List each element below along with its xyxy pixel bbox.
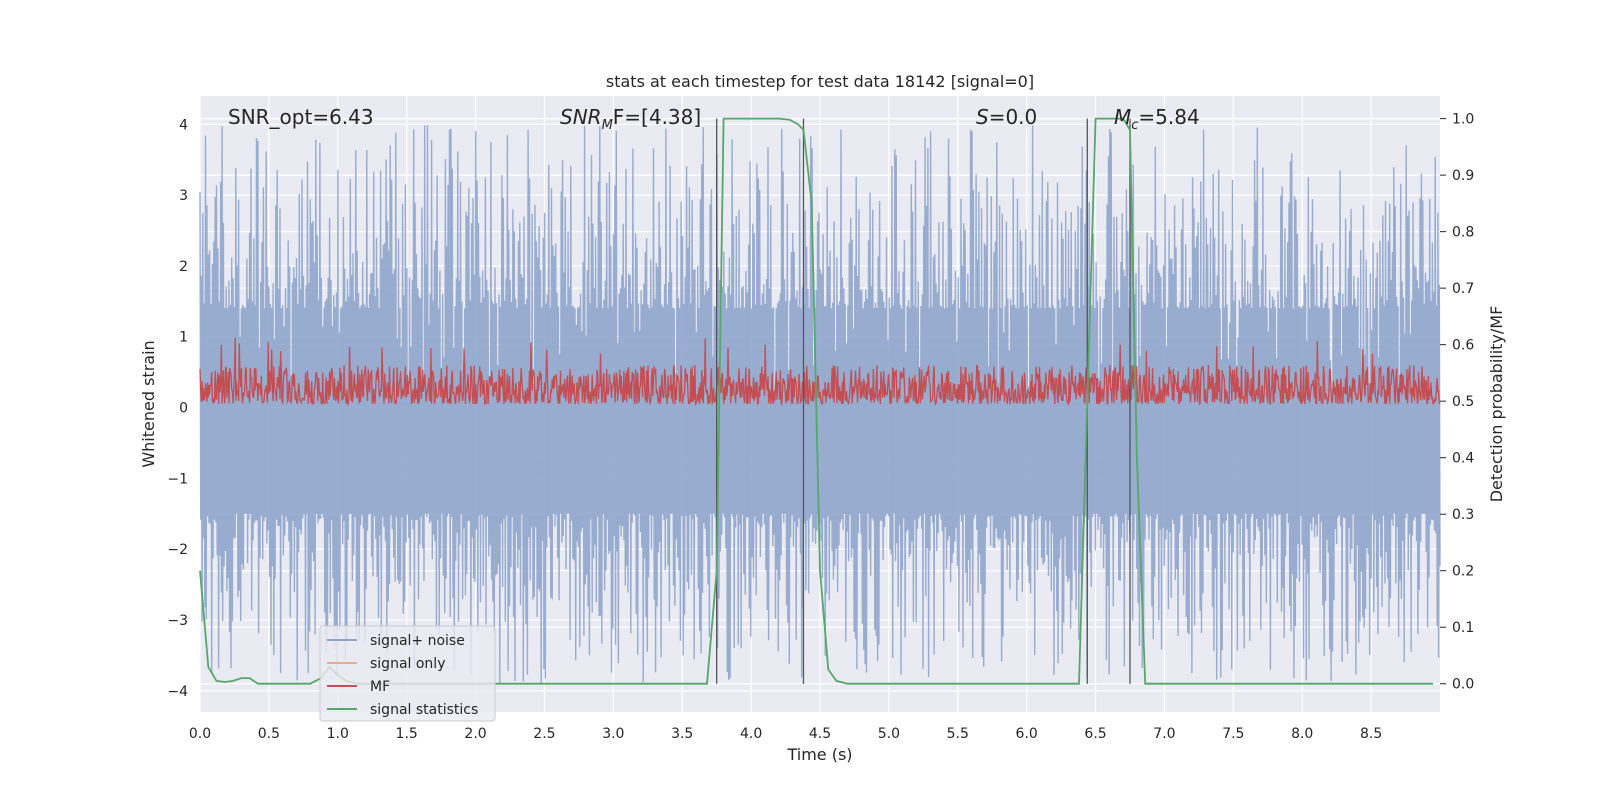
right-y-axis-label: Detection probability/MF [1487,306,1506,503]
right-y-axis-ticks: 1.0 0.9 0.8 0.7 0.6 0.5 0.4 0.3 0.2 0.1 0.0 [1440,112,1474,693]
x-tick-label: 8.5 [1360,726,1382,742]
x-tick-label: 3.5 [671,726,693,742]
annotation-mc-subscript: c [1131,118,1138,133]
x-tick-label: 3.0 [602,726,624,742]
annotation-s: S=0.0 [976,105,1037,129]
right-y-tick-label: 0.4 [1452,451,1474,467]
right-y-tick-label: 0.2 [1452,564,1474,580]
x-tick-label: 2.5 [533,726,555,742]
x-tick-label: 6.0 [1016,726,1038,742]
annotation-mc: Mc=5.84 [1114,105,1200,133]
annotation-snr-mf: SNRMF=[4.38] [560,105,701,133]
right-y-tick-label: 0.6 [1452,338,1474,354]
x-axis-ticks: 0.0 0.5 1.0 1.5 2.0 2.5 3.0 3.5 4.0 4.5 5.0 5.5 6.0 6… [189,726,1382,742]
right-y-tick-label: 0.0 [1452,677,1474,693]
left-y-axis-label: Whitened strain [139,340,158,467]
x-tick-label: 5.0 [878,726,900,742]
signal-statistics-line [199,117,1434,685]
x-tick-label: 4.5 [809,726,831,742]
legend-label-signal-noise: signal+ noise [370,633,465,649]
right-y-tick-label: 0.8 [1452,225,1474,241]
x-tick-label: 2.0 [464,726,486,742]
right-y-tick-label: 0.5 [1452,394,1474,410]
annotation-mc-base: M [1114,105,1131,129]
x-tick-label: 1.0 [327,726,349,742]
chart-title: stats at each timestep for test data 181… [606,72,1034,91]
series-mf [199,337,1441,407]
left-y-tick-label: −4 [167,684,188,700]
x-tick-label: 1.5 [396,726,418,742]
x-tick-label: 7.0 [1153,726,1175,742]
annotation-snr-mf-base: SNR [560,105,602,129]
x-tick-label: 5.5 [947,726,969,742]
x-tick-label: 4.0 [740,726,762,742]
legend-label-mf: MF [370,679,390,695]
annotation-s-base: S [976,105,989,129]
legend-label-signal-statistics: signal statistics [370,702,478,718]
legend: signal+ noise signal only MF signal stat… [319,625,496,722]
annotation-snr-opt: SNR_opt=6.43 [228,105,374,129]
left-y-tick-label: −3 [167,613,188,629]
left-y-tick-label: 4 [179,117,188,133]
x-tick-label: 6.5 [1084,726,1106,742]
x-tick-label: 0.5 [258,726,280,742]
x-tick-label: 0.0 [189,726,211,742]
series-signal-statistics [199,117,1434,685]
left-y-axis-ticks: 4 3 2 1 0 −1 −2 −3 −4 [167,117,188,699]
legend-label-signal-only: signal only [370,656,445,672]
left-y-tick-label: −2 [167,542,188,558]
legend-box [319,625,496,722]
annotation-snr-mf-subscript: M [602,118,613,133]
left-y-tick-label: 2 [179,259,188,275]
right-y-tick-label: 0.9 [1452,168,1474,184]
annotation-mc-value: =5.84 [1138,105,1199,129]
left-y-tick-label: 3 [179,188,188,204]
left-y-tick-label: −1 [167,471,188,487]
right-y-tick-label: 1.0 [1452,112,1474,128]
right-y-tick-label: 0.1 [1452,620,1474,636]
right-y-tick-label: 0.3 [1452,507,1474,523]
left-y-tick-label: 0 [179,401,188,417]
left-y-tick-label: 1 [179,330,188,346]
right-y-tick-label: 0.7 [1452,281,1474,297]
mf-line [199,337,1441,407]
x-axis-label: Time (s) [786,745,852,764]
annotation-s-value: =0.0 [989,105,1038,129]
x-tick-label: 8.0 [1291,726,1313,742]
x-tick-label: 7.5 [1222,726,1244,742]
annotation-snr-mf-value: F=[4.38] [613,105,701,129]
